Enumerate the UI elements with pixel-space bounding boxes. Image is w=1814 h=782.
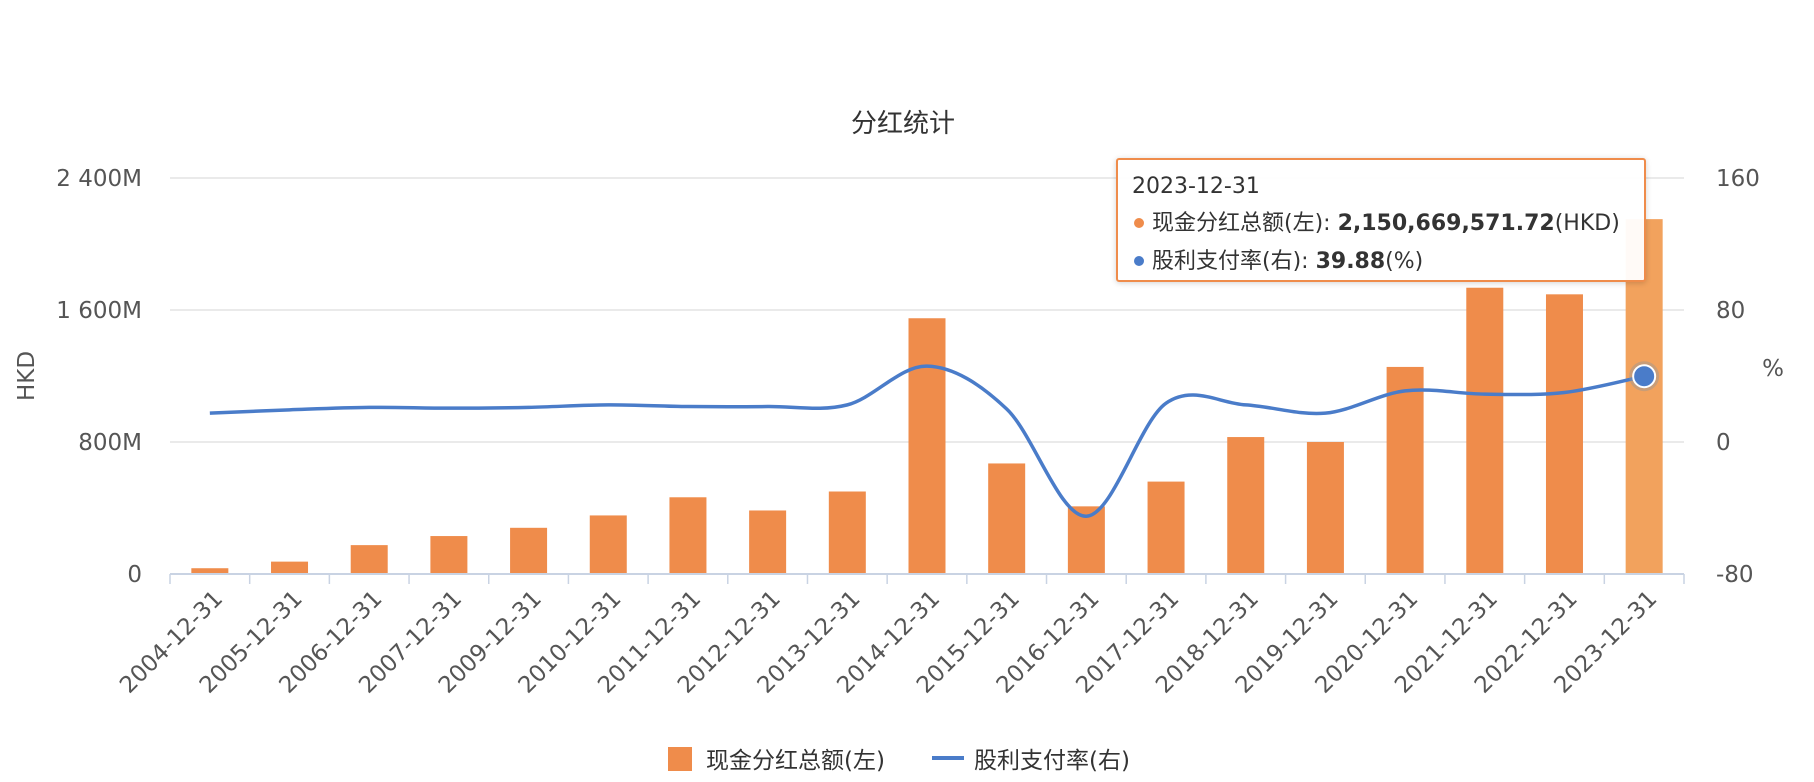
legend-bar-swatch [668, 747, 692, 771]
bar [510, 527, 548, 574]
legend-line-label: 股利支付率(右) [974, 748, 1130, 774]
y-right-axis-title: % [1762, 356, 1784, 382]
tooltip-line-unit: (%) [1385, 249, 1424, 274]
bar [1386, 366, 1424, 574]
bar [988, 463, 1026, 574]
tooltip-bar-unit: (HKD) [1554, 211, 1620, 236]
bar [669, 497, 707, 574]
bar [430, 536, 468, 574]
chart-title: 分红统计 [851, 109, 955, 139]
bar [828, 491, 866, 574]
y-right-tick-label: 160 [1716, 166, 1760, 192]
bar [191, 568, 229, 574]
y-left-tick-label: 800M [78, 430, 142, 456]
bar [589, 515, 627, 574]
bar [1466, 287, 1504, 574]
tooltip-date: 2023-12-31 [1132, 174, 1260, 199]
tooltip-line-dot [1134, 255, 1144, 266]
tooltip-bar-value: 2,150,669,571.72 [1337, 211, 1555, 236]
tooltip-line-label: 股利支付率(右): [1152, 249, 1316, 274]
y-left-tick-label: 1 600M [56, 298, 142, 324]
y-left-tick-label: 0 [127, 562, 142, 588]
y-right-tick-label: 0 [1716, 430, 1731, 456]
bar [1306, 442, 1344, 574]
bar [271, 561, 309, 574]
tooltip-bar-dot [1134, 217, 1144, 228]
legend-bar-label: 现金分红总额(左) [706, 748, 885, 774]
bar [908, 318, 946, 574]
tooltip-bar-label: 现金分红总额(左): [1152, 211, 1338, 236]
tooltip: 2023-12-31 现金分红总额(左): 2,150,669,571.72(H… [1116, 158, 1646, 282]
tooltip-line-row: 股利支付率(右): 39.88(%) [1132, 243, 1630, 275]
y-right-tick-label: -80 [1716, 562, 1754, 588]
bar [1147, 481, 1185, 574]
payout-ratio-line [209, 364, 1645, 519]
bar [350, 545, 388, 574]
tooltip-line-value: 39.88 [1315, 249, 1386, 274]
y-left-tick-label: 2 400M [56, 166, 142, 192]
highlight-point [1632, 364, 1657, 389]
bar [749, 510, 787, 574]
bar [1227, 437, 1265, 574]
y-right-tick-label: 80 [1716, 298, 1745, 324]
y-left-axis-title: HKD [14, 351, 40, 401]
bar [1545, 294, 1583, 574]
tooltip-bar-row: 现金分红总额(左): 2,150,669,571.72(HKD) [1132, 205, 1630, 237]
